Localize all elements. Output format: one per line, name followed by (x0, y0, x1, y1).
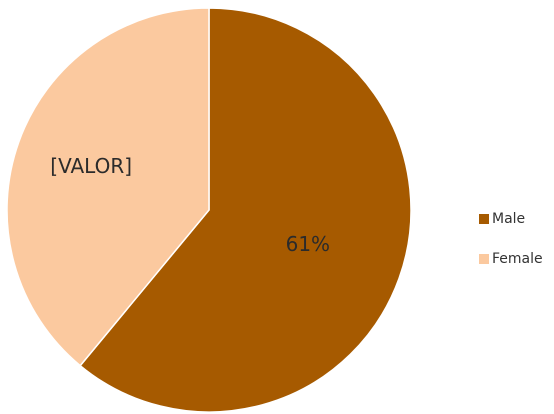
legend-swatch-male (479, 214, 489, 224)
legend-label-male: Male (492, 211, 525, 227)
pie-data-labels: 61% [VALOR] (50, 154, 330, 256)
pie-slice-female (6, 7, 210, 367)
chart-legend: Male Female (479, 211, 543, 267)
legend-label-female: Female (492, 251, 543, 267)
pie-slice-male (79, 7, 412, 413)
data-label-male: 61% (286, 232, 330, 256)
pie-slices (6, 7, 412, 413)
legend-swatch-female (479, 254, 489, 264)
data-label-female: [VALOR] (50, 154, 132, 178)
